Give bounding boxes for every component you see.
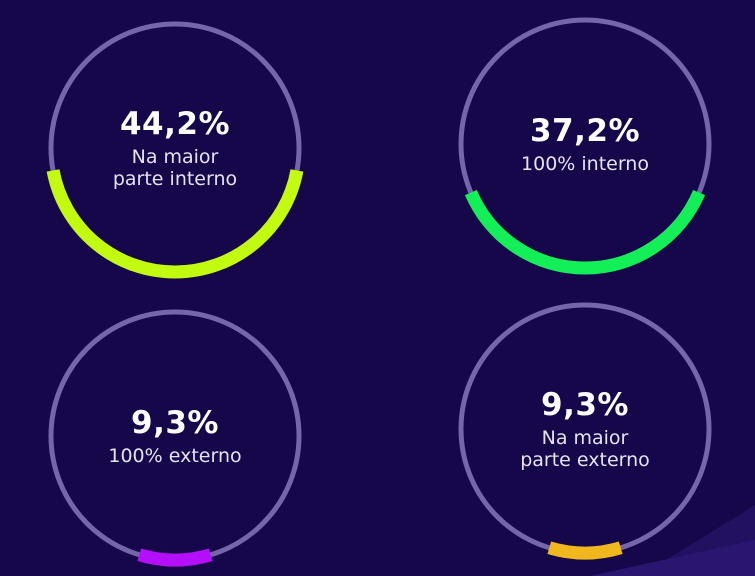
donut-center: 9,3% 100% externo xyxy=(75,336,275,536)
donut-label-line-1: Na maior xyxy=(131,146,219,168)
donut-center: 9,3% Na maior parte externo xyxy=(485,329,685,529)
donut-label: Na maior parte interno xyxy=(113,146,237,190)
donut-value: 9,3% xyxy=(131,405,219,441)
donut-value: 44,2% xyxy=(119,106,231,142)
donut-value: 9,3% xyxy=(541,387,629,423)
donut-value-arc xyxy=(547,541,623,560)
donut-value-arc xyxy=(137,548,213,567)
donut-svg xyxy=(48,309,302,567)
donut-center: 44,2% Na maior parte interno xyxy=(75,48,275,248)
donut-label-line-2: parte interno xyxy=(112,168,238,190)
donut-label-line-2: parte externo xyxy=(520,449,650,471)
donut-svg xyxy=(458,17,712,275)
donut-value-arc xyxy=(464,189,706,275)
donut-svg xyxy=(46,21,304,279)
donut-label-line-1: Na maior xyxy=(541,427,629,449)
donut-label: Na maior parte externo xyxy=(520,427,650,471)
donut-label-line-1: 100% externo xyxy=(108,445,242,467)
donut-chart-fully-internal: 37,2% 100% interno xyxy=(455,14,715,275)
donut-value-arc xyxy=(46,169,304,279)
donut-label: 100% externo xyxy=(108,445,241,467)
donut-label-line-1: 100% interno xyxy=(521,153,649,175)
donut-chart-mostly-internal: 44,2% Na maior parte interno xyxy=(45,18,305,279)
donut-value: 37,2% xyxy=(529,113,641,149)
donut-chart-fully-external: 9,3% 100% externo xyxy=(45,306,305,567)
donut-label: 100% interno xyxy=(521,153,649,175)
donut-svg xyxy=(458,302,712,560)
donut-chart-mostly-external: 9,3% Na maior parte externo xyxy=(455,299,715,560)
donut-center: 37,2% 100% interno xyxy=(485,44,685,244)
